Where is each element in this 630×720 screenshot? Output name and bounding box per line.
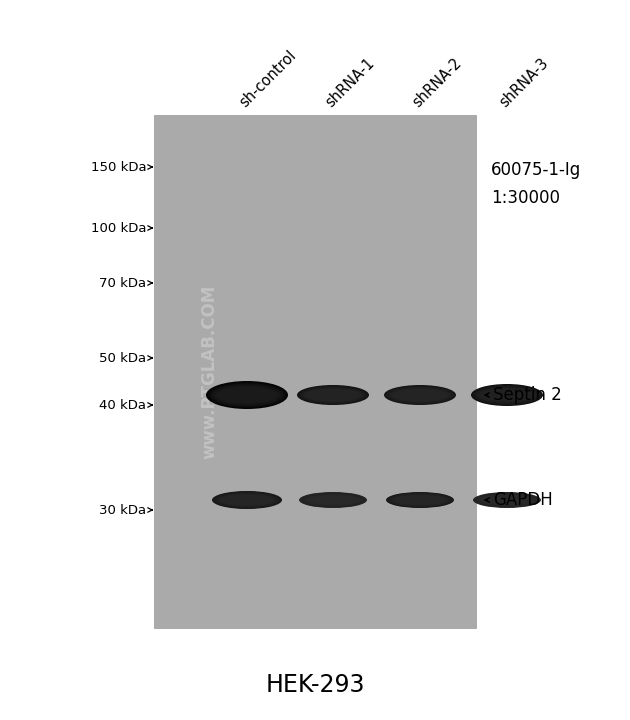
Ellipse shape xyxy=(214,492,280,508)
Ellipse shape xyxy=(307,495,358,505)
Ellipse shape xyxy=(300,387,366,404)
Ellipse shape xyxy=(210,383,285,407)
Ellipse shape xyxy=(213,385,281,405)
Ellipse shape xyxy=(387,492,452,508)
Ellipse shape xyxy=(297,385,369,405)
Ellipse shape xyxy=(215,492,279,508)
Ellipse shape xyxy=(392,389,449,402)
Ellipse shape xyxy=(208,382,286,408)
Text: 150 kDa: 150 kDa xyxy=(91,161,146,174)
Ellipse shape xyxy=(395,495,445,505)
Text: 60075-1-Ig: 60075-1-Ig xyxy=(491,161,581,179)
Ellipse shape xyxy=(219,494,275,505)
Ellipse shape xyxy=(476,493,538,507)
Text: 1:30000: 1:30000 xyxy=(491,189,559,207)
Text: Septin 2: Septin 2 xyxy=(493,386,561,404)
Ellipse shape xyxy=(212,491,282,509)
Text: 100 kDa: 100 kDa xyxy=(91,222,146,235)
Ellipse shape xyxy=(218,494,276,506)
Ellipse shape xyxy=(386,386,454,405)
Ellipse shape xyxy=(476,387,539,404)
Ellipse shape xyxy=(306,390,360,401)
Ellipse shape xyxy=(221,495,273,505)
Ellipse shape xyxy=(389,493,451,507)
Ellipse shape xyxy=(479,388,536,402)
Ellipse shape xyxy=(305,495,361,505)
Ellipse shape xyxy=(471,384,543,406)
Ellipse shape xyxy=(215,386,279,404)
Text: 30 kDa: 30 kDa xyxy=(100,503,146,516)
Ellipse shape xyxy=(305,389,361,402)
Text: shRNA-2: shRNA-2 xyxy=(410,55,464,110)
Text: sh-control: sh-control xyxy=(236,48,299,110)
Ellipse shape xyxy=(390,388,450,402)
Ellipse shape xyxy=(206,381,288,409)
Bar xyxy=(154,115,476,628)
Ellipse shape xyxy=(217,387,277,403)
Ellipse shape xyxy=(299,386,367,405)
Ellipse shape xyxy=(478,494,537,506)
Text: 70 kDa: 70 kDa xyxy=(100,276,146,289)
Text: 50 kDa: 50 kDa xyxy=(100,351,146,364)
Text: HEK-293: HEK-293 xyxy=(265,673,365,697)
Ellipse shape xyxy=(302,493,364,507)
Ellipse shape xyxy=(393,495,447,505)
Ellipse shape xyxy=(391,494,450,506)
Ellipse shape xyxy=(302,387,364,403)
Ellipse shape xyxy=(211,384,283,406)
Ellipse shape xyxy=(393,390,447,401)
Ellipse shape xyxy=(482,495,532,505)
Ellipse shape xyxy=(480,495,534,505)
Ellipse shape xyxy=(301,492,365,508)
Ellipse shape xyxy=(306,495,360,505)
Ellipse shape xyxy=(303,388,363,402)
Ellipse shape xyxy=(479,495,535,505)
Text: GAPDH: GAPDH xyxy=(493,491,553,509)
Ellipse shape xyxy=(474,386,540,405)
Ellipse shape xyxy=(384,385,456,405)
Ellipse shape xyxy=(217,493,277,507)
Ellipse shape xyxy=(389,387,451,403)
Text: shRNA-3: shRNA-3 xyxy=(496,55,551,110)
Text: 40 kDa: 40 kDa xyxy=(100,398,146,412)
Ellipse shape xyxy=(392,495,448,505)
Ellipse shape xyxy=(299,492,367,508)
Text: www.PTGLAB.COM: www.PTGLAB.COM xyxy=(200,284,219,459)
Ellipse shape xyxy=(473,492,541,508)
Ellipse shape xyxy=(386,492,454,508)
Ellipse shape xyxy=(480,389,534,401)
Ellipse shape xyxy=(477,387,537,403)
Ellipse shape xyxy=(304,494,363,506)
Ellipse shape xyxy=(474,492,539,508)
Ellipse shape xyxy=(472,384,541,405)
Ellipse shape xyxy=(387,387,453,404)
Text: shRNA-1: shRNA-1 xyxy=(323,55,377,110)
